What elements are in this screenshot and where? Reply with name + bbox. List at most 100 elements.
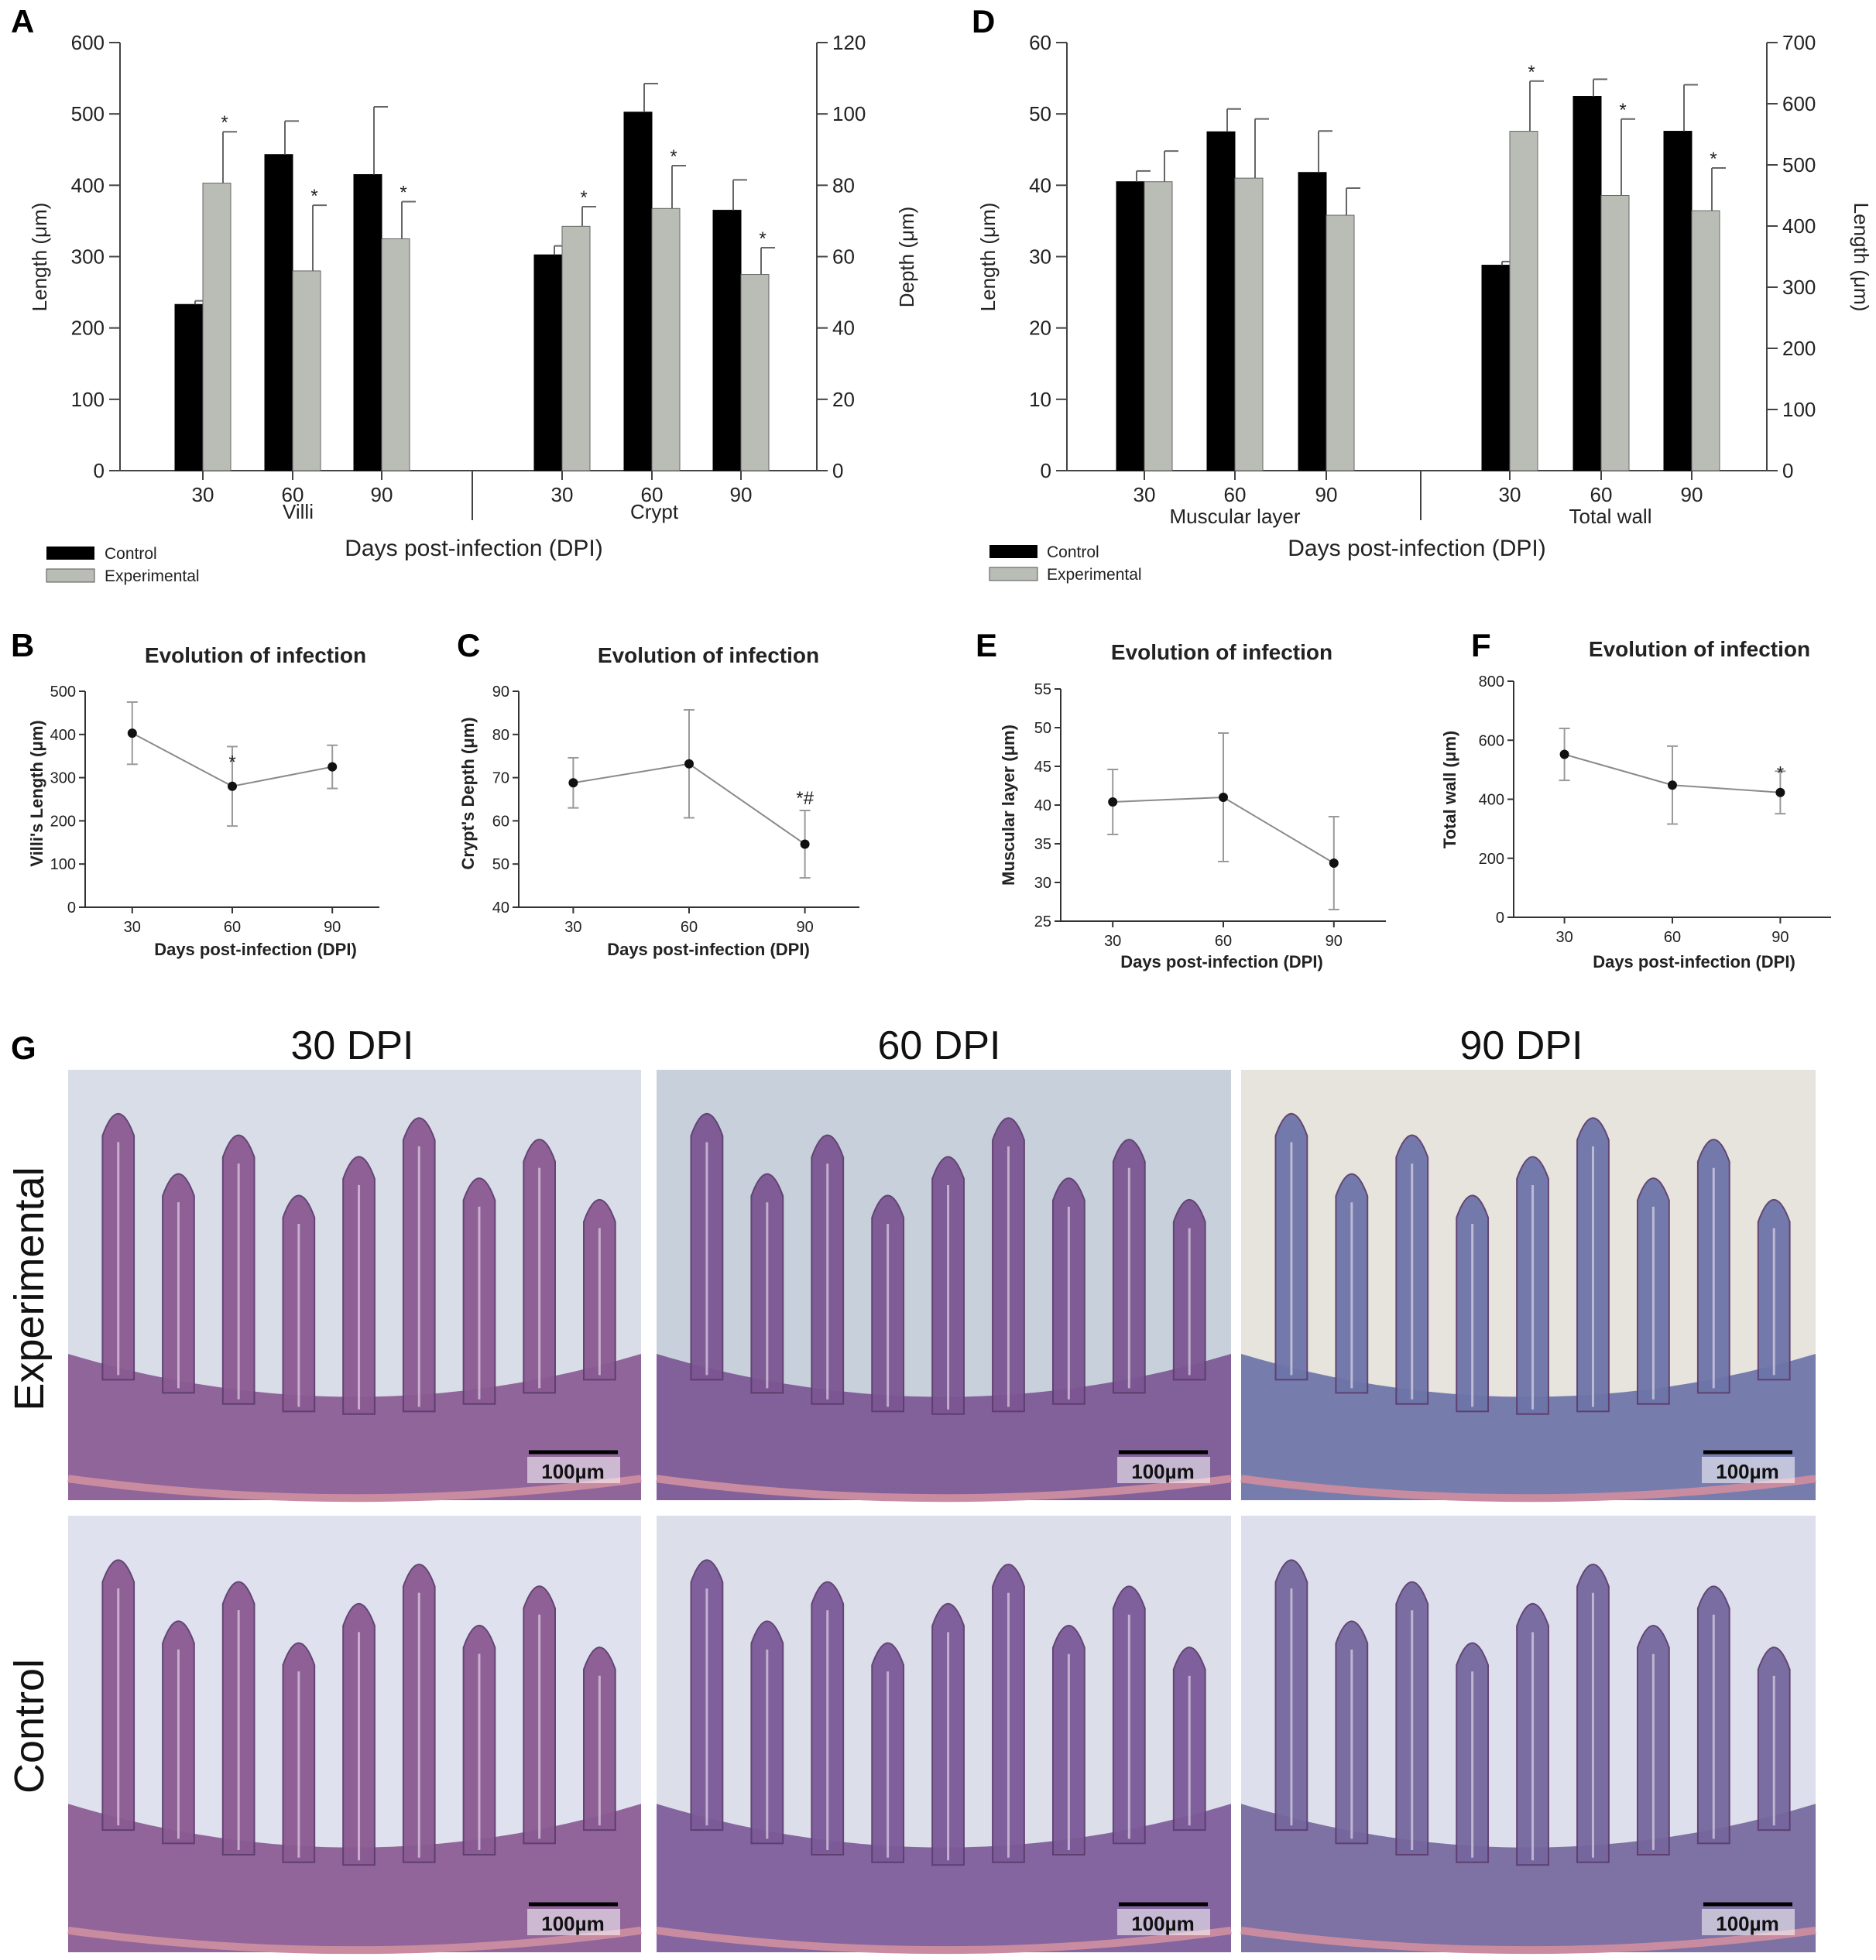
y-tick-label: 300 — [50, 770, 76, 787]
y-tick-label: 0 — [67, 899, 76, 917]
data-point — [800, 839, 810, 849]
bar-control — [1206, 131, 1236, 471]
bar-experimental — [202, 183, 231, 471]
y-tick-label: 35 — [1034, 836, 1051, 853]
bar-control — [533, 254, 563, 471]
y-axis-label-right: Depth (μm) — [895, 207, 918, 308]
group-label-villi: Villi — [283, 500, 314, 523]
y-tick-label-left: 500 — [71, 102, 105, 125]
bars: * * * — [1116, 62, 1726, 471]
significance-marker: * — [1619, 100, 1626, 121]
bar-experimental — [1509, 131, 1538, 471]
bar-control — [1663, 131, 1693, 471]
x-axis-label: Days post-infection (DPI) — [154, 940, 357, 959]
data-point — [328, 762, 338, 772]
y-tick-label-right: 20 — [832, 388, 855, 411]
y-tick-label-left: 60 — [1029, 31, 1051, 54]
y-tick-label: 100 — [50, 856, 76, 873]
column-label-90dpi: 90 DPI — [1460, 1023, 1583, 1068]
legend-swatch-experimental — [46, 568, 95, 583]
y-tick-label: 30 — [1034, 875, 1051, 892]
scale-bar-backdrop — [527, 1909, 620, 1935]
group-label-crypt: Crypt — [630, 500, 679, 523]
x-tick-label: 30 — [1133, 483, 1156, 506]
plot-area: 40 50 60 70 80 90 30 60 90 *# — [492, 684, 859, 936]
panel-letter-e: E — [976, 627, 997, 663]
panel-letter-f: F — [1471, 627, 1491, 663]
micrograph-experimental-60dpi: 100µm — [656, 1070, 1232, 1503]
x-axis-label: Days post-infection (DPI) — [345, 536, 602, 561]
y-axis-label: Total wall (μm) — [1440, 731, 1459, 848]
scale-bar-backdrop — [1702, 1457, 1795, 1483]
plot-area: 25 30 35 40 45 50 55 30 60 90 — [1034, 681, 1386, 950]
bar-experimental — [1326, 214, 1355, 471]
bar-experimental — [1144, 181, 1173, 471]
y-tick-label-right: 80 — [832, 173, 855, 197]
panel-letter-b: B — [11, 627, 34, 663]
x-tick-label: 60 — [681, 919, 698, 936]
muscle-layer — [656, 1926, 1232, 1955]
y-axis-label-left: Length (μm) — [976, 203, 1000, 312]
y-tick-label: 600 — [1479, 732, 1504, 749]
micrograph-grid: 100µm 100µm 100µm 100µm 100µm 100µm — [67, 1070, 1816, 1955]
x-tick-label: 90 — [324, 919, 341, 936]
y-tick-label-right: 60 — [832, 245, 855, 269]
bar-experimental — [1691, 210, 1720, 471]
scale-bar-backdrop — [1702, 1909, 1795, 1935]
y-tick-label: 40 — [492, 899, 509, 917]
data-point — [1329, 858, 1339, 868]
bar-experimental — [292, 270, 321, 471]
y-tick-label: 90 — [492, 684, 509, 701]
column-label-30dpi: 30 DPI — [291, 1023, 414, 1068]
significance-marker: *# — [796, 788, 814, 809]
x-tick-label: 90 — [1326, 933, 1343, 950]
scale-bar-label: 100µm — [1131, 1912, 1194, 1935]
x-axis-label: Days post-infection (DPI) — [1593, 952, 1795, 971]
muscle-layer — [1240, 1475, 1816, 1503]
y-tick-label-left: 10 — [1029, 388, 1051, 411]
group-label-total-wall: Total wall — [1569, 505, 1652, 528]
y-tick-label-right: 500 — [1782, 153, 1816, 176]
y-tick-label-left: 50 — [1029, 102, 1051, 125]
y-tick-label: 500 — [50, 684, 76, 701]
bar-experimental — [381, 238, 410, 471]
y-tick-label: 40 — [1034, 797, 1051, 814]
x-tick-label: 90 — [1681, 483, 1703, 506]
y-tick-label-left: 600 — [71, 31, 105, 54]
y-tick-label-right: 600 — [1782, 92, 1816, 115]
x-tick-label: 90 — [371, 483, 393, 506]
muscle-layer — [67, 1926, 642, 1955]
data-point — [228, 781, 237, 791]
tissue-base — [68, 1353, 641, 1500]
bar-control — [353, 174, 382, 471]
data-point — [568, 778, 578, 788]
x-tick-label: 60 — [641, 483, 664, 506]
x-ticks: 30 60 90 30 60 90 — [192, 471, 752, 506]
x-ticks: 30 60 90 30 60 90 — [1133, 471, 1703, 506]
bar-experimental — [1600, 195, 1630, 471]
scale-bar-label: 100µm — [541, 1912, 604, 1935]
scale-bar-backdrop — [1117, 1909, 1210, 1935]
bar-control — [623, 111, 653, 471]
y-tick-label: 400 — [1479, 792, 1504, 809]
data-point — [684, 759, 694, 769]
x-tick-label: 60 — [1664, 929, 1681, 946]
panel-letter-g: G — [11, 1030, 36, 1066]
y-tick-label-right: 120 — [832, 31, 866, 54]
y-tick-label: 25 — [1034, 913, 1051, 930]
legend-swatch-control — [46, 547, 94, 560]
y-tick-label: 200 — [1479, 851, 1504, 868]
y-tick-label: 50 — [492, 856, 509, 873]
bar-experimental — [740, 274, 770, 471]
x-axis-label: Days post-infection (DPI) — [1120, 952, 1323, 971]
y-axis-label: Muscular layer (μm) — [999, 725, 1018, 886]
micrograph-experimental-30dpi: 100µm — [67, 1070, 642, 1503]
y-tick-label: 70 — [492, 770, 509, 787]
muscle-layer — [1240, 1926, 1816, 1955]
y-ticks: 0 100 200 300 400 500 600 0 20 40 60 80 100 120 — [71, 31, 866, 482]
y-tick-label-right: 40 — [832, 317, 855, 340]
tissue-base — [1241, 1804, 1816, 1952]
column-label-60dpi: 60 DPI — [878, 1023, 1001, 1068]
data-point — [1775, 787, 1785, 797]
tissue-base — [657, 1353, 1231, 1500]
